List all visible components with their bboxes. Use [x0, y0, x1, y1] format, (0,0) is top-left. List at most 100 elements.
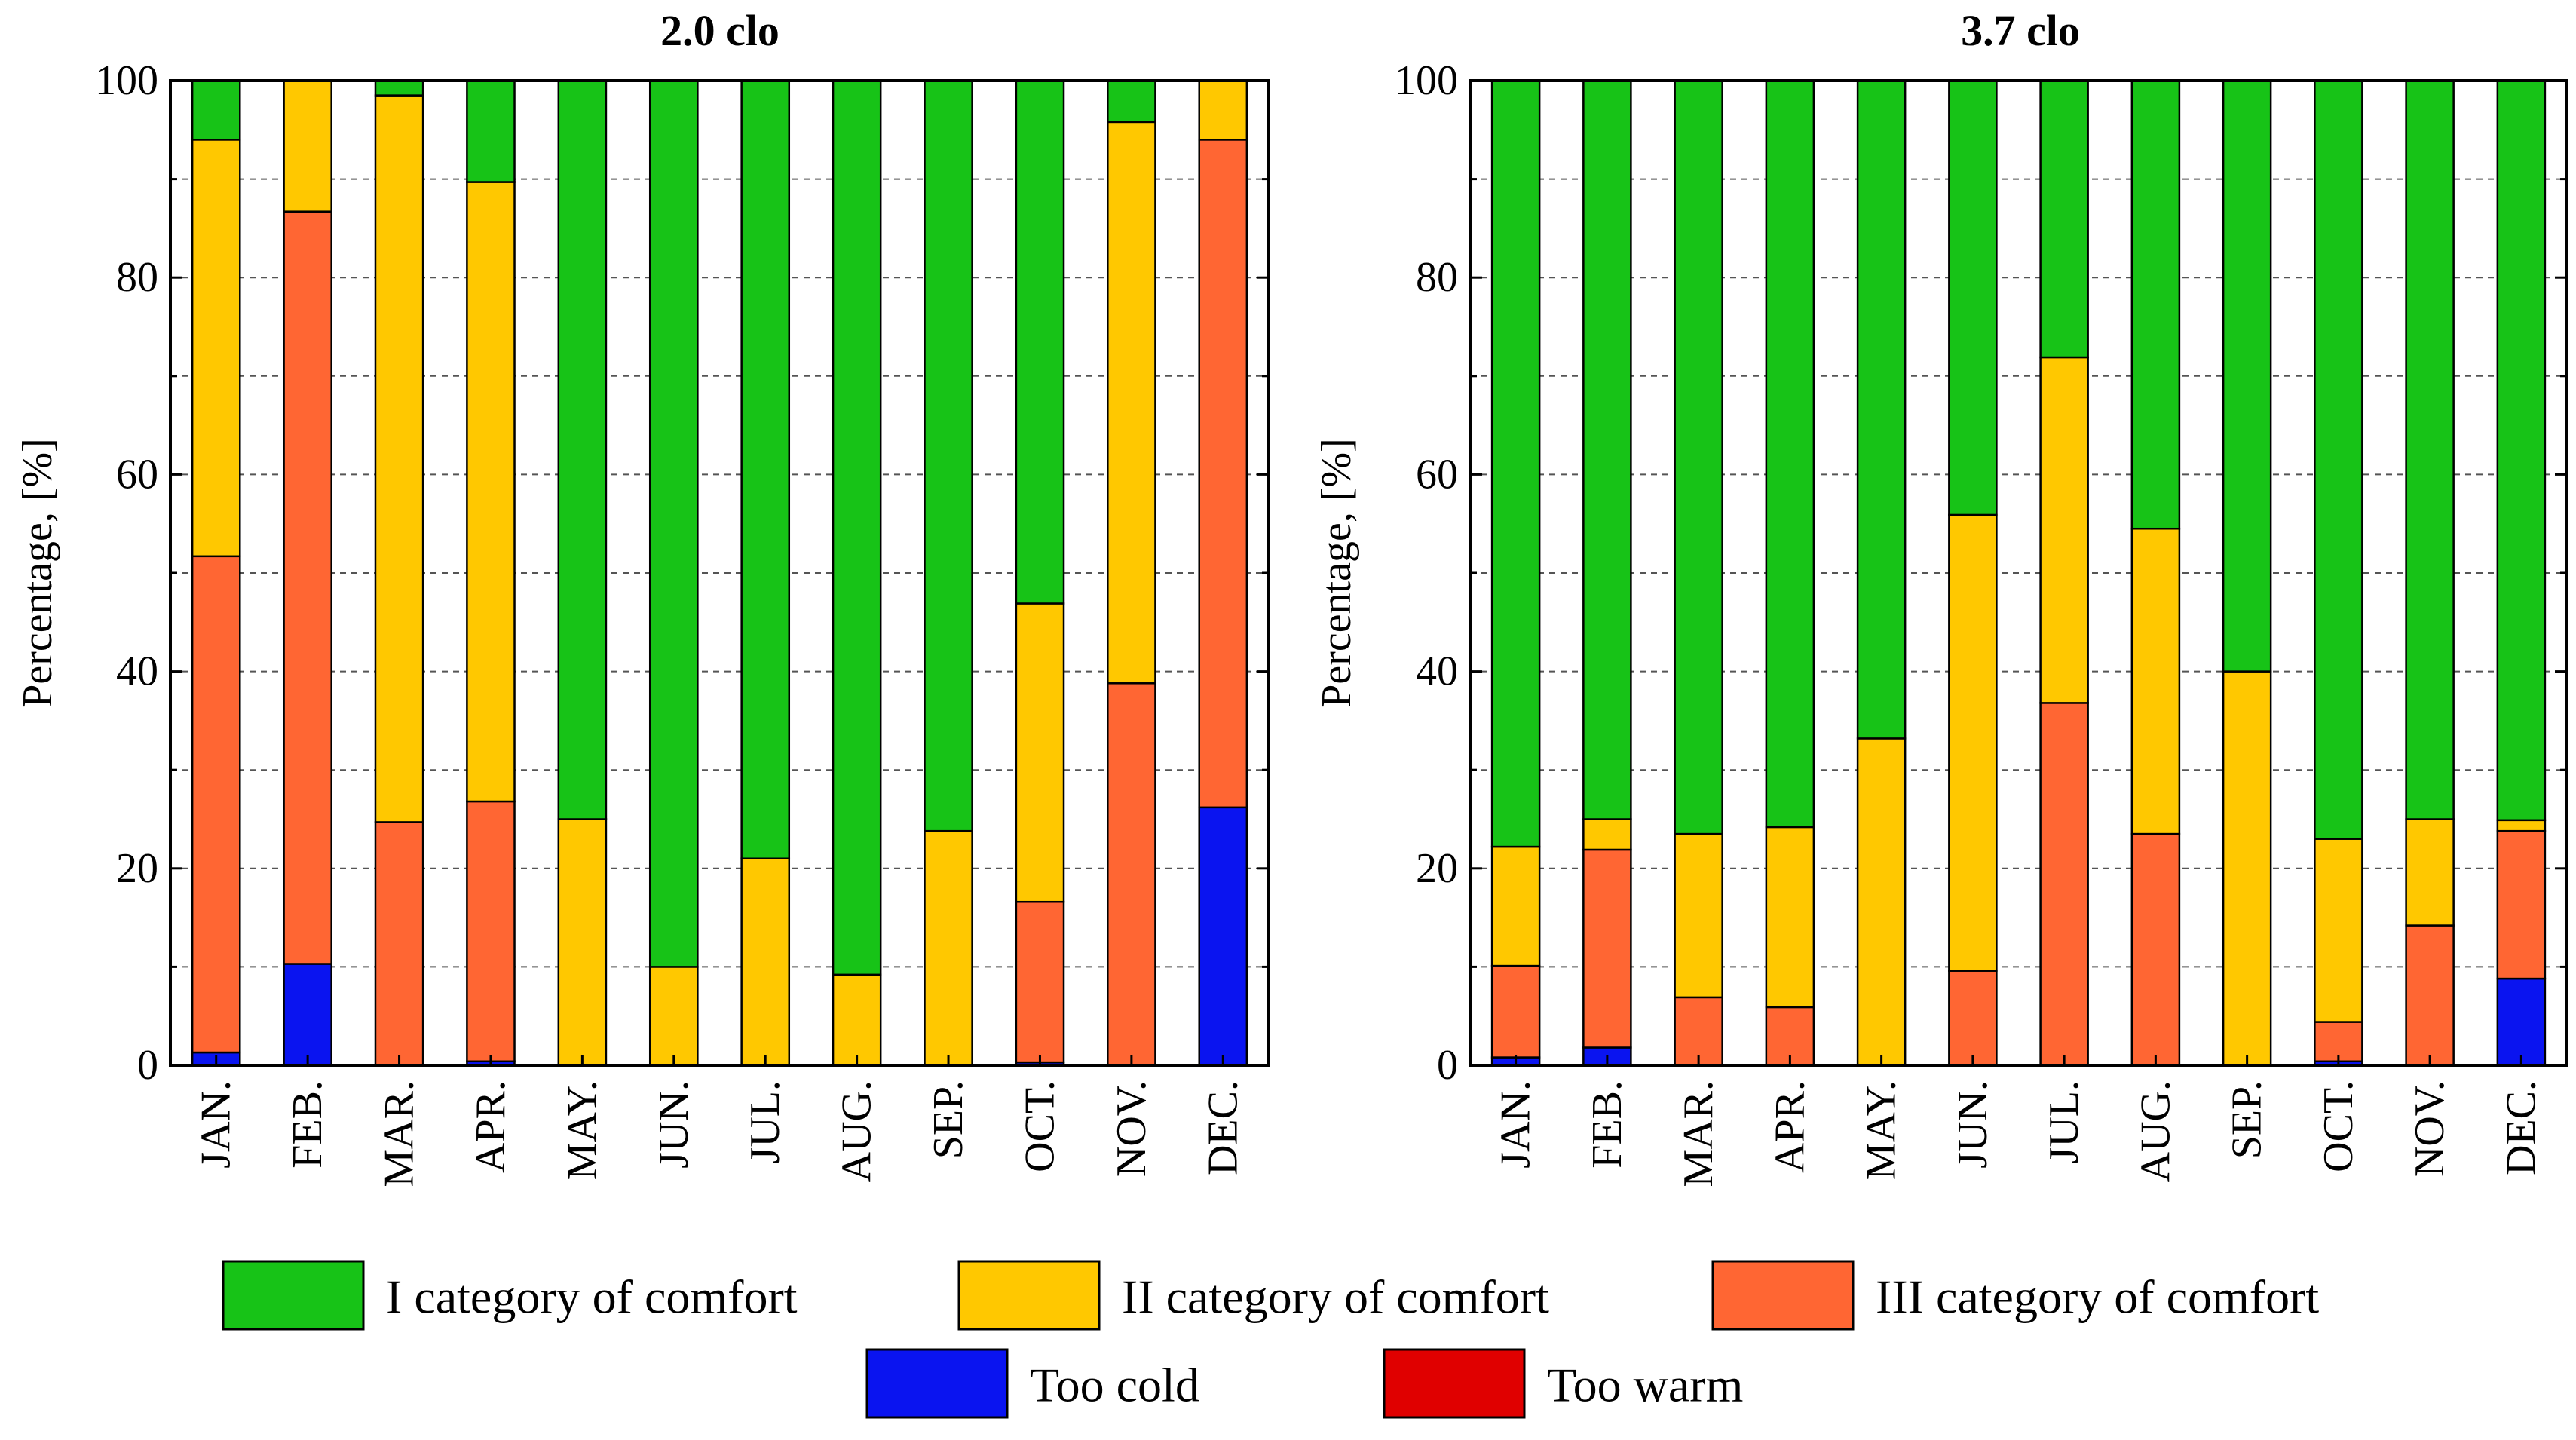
x-tick-label: FEB. — [284, 1080, 331, 1169]
bar-ii-category-of-comfort-may — [1856, 737, 1907, 1067]
legend-label: I category of comfort — [386, 1270, 798, 1324]
bar-ii-category-of-comfort-jul — [740, 857, 791, 1067]
bar-ii-category-of-comfort-mar — [1674, 832, 1723, 999]
bar-i-category-of-comfort-nov — [2405, 79, 2455, 820]
bar-iii-category-of-comfort-mar — [374, 821, 424, 1067]
y-tick-label: 100 — [1395, 57, 1458, 104]
x-tick-label: MAR. — [376, 1080, 423, 1187]
y-tick-label: 80 — [116, 254, 158, 301]
bar-ii-category-of-comfort-jul — [2039, 356, 2089, 704]
bar-i-category-of-comfort-mar — [374, 79, 424, 97]
x-tick-label: SEP. — [2224, 1080, 2271, 1159]
plot-frame — [169, 79, 1270, 1067]
legend-item-i-category-of-comfort: I category of comfort — [222, 1260, 798, 1331]
bar-i-category-of-comfort-nov — [1107, 79, 1156, 124]
bar-iii-category-of-comfort-feb — [1582, 848, 1632, 1049]
bar-iii-category-of-comfort-apr — [466, 800, 516, 1063]
bar-ii-category-of-comfort-jun — [648, 966, 699, 1067]
legend-item-too-cold: Too cold — [865, 1348, 1199, 1419]
x-tick-label: NOV. — [2406, 1080, 2453, 1177]
bar-ii-category-of-comfort-dec — [2496, 819, 2547, 832]
bar-i-category-of-comfort-mar — [1674, 79, 1723, 835]
x-tick-label: DEC. — [2498, 1080, 2544, 1175]
x-tick-label: MAY. — [559, 1080, 605, 1180]
bar-ii-category-of-comfort-apr — [466, 181, 516, 803]
bar-ii-category-of-comfort-jan — [191, 139, 241, 558]
bar-i-category-of-comfort-oct — [1015, 79, 1065, 605]
bar-iii-category-of-comfort-jan — [1490, 964, 1541, 1059]
bar-too-cold-dec — [2496, 977, 2547, 1067]
x-tick-label: AUG. — [2132, 1080, 2179, 1182]
x-tick-label: OCT. — [1016, 1080, 1063, 1172]
bar-iii-category-of-comfort-dec — [1198, 139, 1248, 809]
bar-ii-category-of-comfort-sep — [2222, 670, 2272, 1067]
x-tick-label: APR. — [1766, 1080, 1813, 1173]
bar-ii-category-of-comfort-oct — [1015, 602, 1065, 903]
y-tick-label: 60 — [116, 451, 158, 498]
x-tick-label: JUN. — [651, 1080, 697, 1169]
bar-ii-category-of-comfort-may — [557, 818, 608, 1067]
legend-swatch — [1711, 1260, 1855, 1331]
legend-item-iii-category-of-comfort: III category of comfort — [1711, 1260, 2319, 1331]
bar-i-category-of-comfort-sep — [2222, 79, 2272, 673]
y-tick-label: 20 — [116, 845, 158, 892]
bar-i-category-of-comfort-oct — [2314, 79, 2363, 840]
bar-i-category-of-comfort-jul — [2039, 79, 2089, 359]
bar-ii-category-of-comfort-nov — [2405, 818, 2455, 927]
x-tick-label: JAN. — [1493, 1080, 1539, 1169]
bar-ii-category-of-comfort-oct — [2314, 838, 2363, 1023]
legend-label: III category of comfort — [1876, 1270, 2319, 1324]
legend-swatch — [865, 1348, 1009, 1419]
bar-ii-category-of-comfort-feb — [283, 79, 332, 213]
bar-iii-category-of-comfort-aug — [2130, 832, 2181, 1067]
bar-i-category-of-comfort-jul — [740, 79, 791, 859]
panel-2-0-clo: 2.0 clo JAN. FEB. MAR. APR. MAY. JUN. JUL. AUG. S… — [14, 6, 1270, 1187]
bar-ii-category-of-comfort-jun — [1948, 513, 1998, 972]
panel-3-7-clo: 3.7 clo JAN. FEB. MAR. APR. MAY. JUN. JUL. AUG. S… — [1313, 6, 2568, 1187]
y-axis-label: Percentage, [%] — [14, 438, 61, 708]
bar-iii-category-of-comfort-dec — [2496, 829, 2547, 980]
bar-iii-category-of-comfort-nov — [2405, 924, 2455, 1067]
bar-i-category-of-comfort-feb — [1582, 79, 1632, 820]
bar-i-category-of-comfort-jun — [1948, 79, 1998, 516]
bar-i-category-of-comfort-aug — [2130, 79, 2181, 530]
bar-ii-category-of-comfort-aug — [2130, 527, 2181, 835]
bar-i-category-of-comfort-apr — [466, 79, 516, 183]
x-tick-label: JAN. — [193, 1080, 240, 1169]
y-tick-label: 0 — [1437, 1042, 1458, 1089]
x-tick-label: JUL. — [742, 1080, 789, 1163]
bar-iii-category-of-comfort-jun — [1948, 970, 1998, 1067]
bar-i-category-of-comfort-dec — [2496, 79, 2547, 822]
chart-title: 3.7 clo — [1961, 6, 2080, 55]
bar-ii-category-of-comfort-sep — [924, 829, 973, 1067]
bar-ii-category-of-comfort-apr — [1765, 826, 1815, 1009]
legend: I category of comfort II category of comf… — [222, 1260, 2319, 1419]
bar-ii-category-of-comfort-feb — [1582, 818, 1632, 851]
bar-i-category-of-comfort-sep — [924, 79, 973, 832]
legend-label: Too warm — [1547, 1359, 1743, 1412]
legend-swatch — [957, 1260, 1101, 1331]
bar-i-category-of-comfort-may — [557, 79, 608, 820]
y-tick-label: 20 — [1416, 845, 1458, 892]
bar-iii-category-of-comfort-jul — [2039, 702, 2089, 1067]
bar-too-cold-dec — [1198, 806, 1248, 1067]
bar-i-category-of-comfort-may — [1856, 79, 1907, 740]
bar-ii-category-of-comfort-aug — [832, 973, 882, 1067]
x-tick-label: FEB. — [1584, 1080, 1631, 1169]
x-tick-label: SEP. — [925, 1080, 972, 1159]
y-tick-label: 40 — [1416, 648, 1458, 695]
bar-i-category-of-comfort-aug — [832, 79, 882, 976]
bar-ii-category-of-comfort-dec — [1198, 79, 1248, 141]
bar-i-category-of-comfort-jan — [1490, 79, 1541, 848]
bar-iii-category-of-comfort-jan — [191, 555, 241, 1054]
x-tick-label: DEC. — [1199, 1080, 1246, 1175]
bar-ii-category-of-comfort-jan — [1490, 845, 1541, 967]
bar-ii-category-of-comfort-mar — [374, 94, 424, 823]
bar-ii-category-of-comfort-nov — [1107, 121, 1156, 685]
legend-item-too-warm: Too warm — [1383, 1348, 1743, 1419]
y-tick-label: 0 — [137, 1042, 158, 1089]
x-tick-label: OCT. — [2315, 1080, 2362, 1172]
bar-too-cold-feb — [283, 963, 332, 1067]
y-axis-label: Percentage, [%] — [1313, 438, 1360, 708]
